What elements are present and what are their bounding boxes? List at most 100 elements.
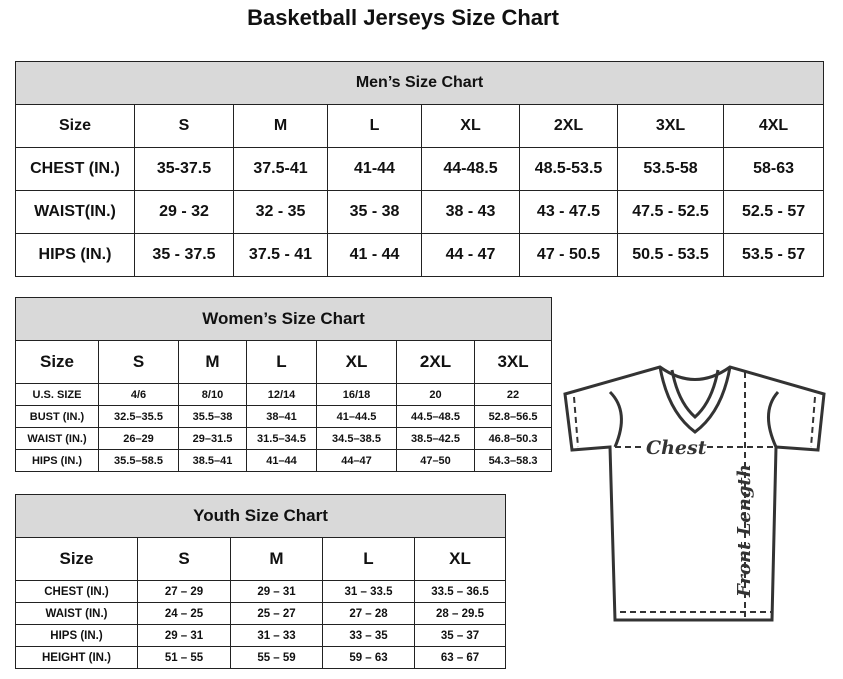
table-caption: Youth Size Chart	[14, 494, 507, 538]
table-cell: 52.8–56.5	[473, 405, 553, 428]
table-cell: 51 – 55	[137, 646, 231, 669]
row-label: BUST (IN.)	[15, 405, 99, 428]
table-cell: 38–41	[246, 405, 317, 428]
header-row: Size S M L XL 2XL 3XL	[15, 340, 553, 384]
table-cell: 22	[473, 383, 553, 406]
table-cell: 24 – 25	[137, 602, 231, 625]
header-cell: Size	[15, 537, 138, 581]
header-cell: S	[134, 104, 234, 148]
header-row: Size S M L XL 2XL 3XL 4XL	[15, 104, 825, 148]
table-row: WAIST (IN.) 26–29 29–31.5 31.5–34.5 34.5–38.…	[15, 427, 553, 450]
row-label: U.S. SIZE	[15, 383, 99, 406]
header-cell: XL	[421, 104, 520, 148]
table-cell: 28 – 29.5	[413, 602, 507, 625]
table-row: CHEST (IN.) 35-37.5 37.5-41 41-44 44-48.5 48.…	[15, 147, 825, 191]
header-cell: M	[178, 340, 247, 384]
table-cell: 44.5–48.5	[396, 405, 475, 428]
table-cell: 37.5-41	[233, 147, 328, 191]
header-cell: M	[233, 104, 328, 148]
youth-size-table: Youth Size Chart Size S M L XL CHEST (IN.) 27 –…	[14, 494, 507, 669]
table-row: HIPS (IN.) 35 - 37.5 37.5 - 41 41 - 44 44 - …	[15, 233, 825, 277]
table-cell: 25 – 27	[230, 602, 323, 625]
row-label: WAIST(IN.)	[15, 190, 135, 234]
table-cell: 33.5 – 36.5	[413, 580, 507, 603]
header-cell: 3XL	[473, 340, 553, 384]
row-label: HIPS (IN.)	[15, 449, 99, 472]
table-cell: 29 - 32	[134, 190, 234, 234]
table-cell: 31 – 33.5	[322, 580, 415, 603]
table-cell: 12/14	[246, 383, 317, 406]
table-cell: 38 - 43	[421, 190, 520, 234]
header-cell: 2XL	[396, 340, 475, 384]
header-cell: Size	[15, 340, 99, 384]
table-cell: 52.5 - 57	[722, 190, 825, 234]
table-cell: 55 – 59	[230, 646, 323, 669]
header-cell: 3XL	[617, 104, 724, 148]
header-cell: 4XL	[722, 104, 825, 148]
table-cell: 47–50	[396, 449, 475, 472]
header-cell: S	[137, 537, 231, 581]
header-cell: XL	[413, 537, 507, 581]
row-label: HEIGHT (IN.)	[15, 646, 138, 669]
header-cell: L	[322, 537, 415, 581]
table-cell: 29 – 31	[230, 580, 323, 603]
mens-size-table: Men’s Size Chart Size S M L XL 2XL 3XL 4XL CHEST …	[14, 61, 825, 277]
table-cell: 50.5 - 53.5	[617, 233, 724, 277]
table-cell: 54.3–58.3	[473, 449, 553, 472]
table-cell: 4/6	[98, 383, 179, 406]
row-label: CHEST (IN.)	[15, 147, 135, 191]
table-cell: 26–29	[98, 427, 179, 450]
table-cell: 59 – 63	[322, 646, 415, 669]
table-cell: 53.5 - 57	[722, 233, 825, 277]
table-cell: 8/10	[178, 383, 247, 406]
table-cell: 35-37.5	[134, 147, 234, 191]
table-cell: 41-44	[327, 147, 422, 191]
table-cell: 41–44.5	[316, 405, 397, 428]
table-cell: 33 – 35	[322, 624, 415, 647]
table-cell: 29–31.5	[178, 427, 247, 450]
table-cell: 58-63	[722, 147, 825, 191]
table-cell: 53.5-58	[617, 147, 724, 191]
table-cell: 47 - 50.5	[519, 233, 618, 277]
table-cell: 29 – 31	[137, 624, 231, 647]
table-cell: 48.5-53.5	[519, 147, 618, 191]
table-cell: 34.5–38.5	[316, 427, 397, 450]
table-cell: 44 - 47	[421, 233, 520, 277]
table-cell: 20	[396, 383, 475, 406]
table-cell: 44-48.5	[421, 147, 520, 191]
table-cell: 37.5 - 41	[233, 233, 328, 277]
table-cell: 27 – 29	[137, 580, 231, 603]
table-cell: 32 - 35	[233, 190, 328, 234]
table-cell: 35 - 38	[327, 190, 422, 234]
table-cell: 63 – 67	[413, 646, 507, 669]
table-cell: 44–47	[316, 449, 397, 472]
table-cell: 35 – 37	[413, 624, 507, 647]
jersey-diagram: Chest Front Length	[563, 365, 826, 622]
table-cell: 35.5–38	[178, 405, 247, 428]
table-row: U.S. SIZE 4/6 8/10 12/14 16/18 20 22	[15, 383, 553, 406]
table-cell: 38.5–42.5	[396, 427, 475, 450]
table-cell: 35 - 37.5	[134, 233, 234, 277]
table-row: WAIST (IN.) 24 – 25 25 – 27 27 – 28 28 – 29.…	[15, 602, 507, 625]
table-cell: 31 – 33	[230, 624, 323, 647]
row-label: WAIST (IN.)	[15, 427, 99, 450]
table-cell: 38.5–41	[178, 449, 247, 472]
header-cell: Size	[15, 104, 135, 148]
header-cell: L	[246, 340, 317, 384]
table-cell: 43 - 47.5	[519, 190, 618, 234]
table-caption: Women’s Size Chart	[14, 297, 553, 341]
table-cell: 41–44	[246, 449, 317, 472]
header-cell: M	[230, 537, 323, 581]
row-label: HIPS (IN.)	[15, 624, 138, 647]
header-cell: S	[98, 340, 179, 384]
row-label: CHEST (IN.)	[15, 580, 138, 603]
table-row: BUST (IN.) 32.5–35.5 35.5–38 38–41 41–44.5 44…	[15, 405, 553, 428]
table-cell: 31.5–34.5	[246, 427, 317, 450]
page-title: Basketball Jerseys Size Chart	[247, 5, 559, 30]
header-cell: XL	[316, 340, 397, 384]
table-row: WAIST(IN.) 29 - 32 32 - 35 35 - 38 38 - 43 43…	[15, 190, 825, 234]
shirt-outline-icon	[563, 365, 826, 622]
header-cell: L	[327, 104, 422, 148]
table-caption: Men’s Size Chart	[14, 61, 825, 105]
chest-label: Chest	[646, 437, 707, 459]
